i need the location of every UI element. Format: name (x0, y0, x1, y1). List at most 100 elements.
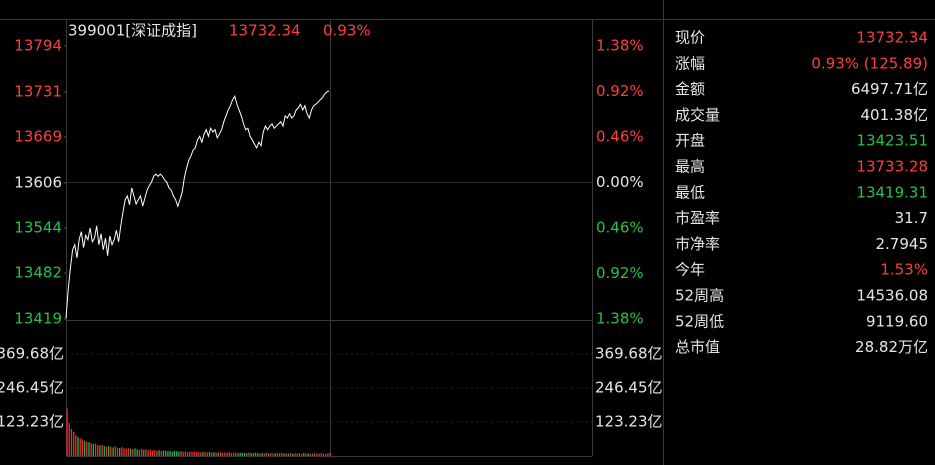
volume-bar (325, 453, 327, 456)
y2-tick-label: 0.46% (596, 219, 644, 237)
volume-bar (132, 449, 134, 456)
volume-bar (114, 446, 116, 456)
y-tick-label-right: 369.68亿 (595, 345, 663, 363)
y-tick-label: 13544 (14, 219, 62, 237)
volume-bar (202, 451, 204, 456)
y-tick-label: 13419 (14, 310, 62, 328)
quote-label: 市净率 (675, 235, 720, 253)
volume-bar (178, 451, 180, 456)
volume-bar (307, 453, 309, 456)
volume-bar (189, 451, 191, 456)
volume-bar (298, 453, 301, 456)
volume-bar (243, 452, 246, 456)
volume-bar (213, 452, 215, 456)
price-line (65, 90, 330, 319)
volume-bar (173, 450, 176, 456)
volume-bar (127, 447, 130, 456)
y2-tick-label: 0.00% (596, 173, 644, 191)
volume-bar (97, 444, 99, 456)
volume-bar (208, 451, 211, 456)
volume-bar (327, 453, 329, 456)
volume-bar (239, 452, 241, 456)
volume-bar (79, 438, 81, 456)
volume-bar (215, 452, 217, 456)
volume-bar (182, 451, 184, 456)
volume-bar (219, 452, 222, 456)
y-tick-label: 123.23亿 (0, 412, 64, 430)
volume-bar (195, 452, 198, 456)
volume-bar (121, 447, 123, 456)
volume-bar (105, 446, 108, 456)
volume-bar (165, 450, 167, 456)
volume-bar (235, 452, 237, 456)
quote-value: 2.7945 (876, 235, 929, 253)
volume-bar (232, 452, 235, 456)
volume-bar (241, 452, 244, 456)
volume-bar (274, 453, 276, 456)
volume-bar (83, 440, 86, 456)
volume-bar (175, 451, 178, 456)
volume-bar (169, 451, 171, 456)
volume-bar (320, 452, 322, 456)
volume-bar (217, 452, 219, 456)
volume-bar (180, 451, 182, 456)
y-tick-label: 369.68亿 (0, 345, 64, 363)
volume-bar (136, 449, 138, 456)
volume-bar (261, 452, 263, 456)
volume-bar (270, 452, 272, 456)
quote-value: 1.53% (880, 261, 928, 279)
volume-bar (285, 453, 287, 456)
volume-bar (211, 452, 213, 456)
quote-value: 401.38亿 (861, 106, 929, 124)
volume-bar (70, 428, 73, 456)
volume-bar (94, 443, 97, 456)
y-tick-label-right: 246.45亿 (595, 379, 663, 397)
quote-label: 最高 (675, 158, 705, 176)
quote-label: 总市值 (675, 338, 720, 356)
quote-label: 开盘 (675, 132, 705, 150)
volume-bar (309, 453, 311, 456)
y-tick-label: 13669 (14, 128, 62, 146)
volume-bar (156, 450, 158, 456)
volume-bar (186, 452, 189, 456)
volume-bar (222, 452, 224, 456)
volume-bar (283, 453, 285, 456)
quote-value: 13419.31 (856, 183, 928, 201)
volume-bar (197, 451, 200, 456)
volume-bar (123, 448, 125, 456)
quote-label: 52周低 (675, 312, 724, 330)
volume-bar (108, 445, 110, 456)
volume-bar (228, 452, 230, 456)
volume-bar (204, 452, 206, 456)
volume-bar (81, 439, 84, 456)
volume-bar (138, 449, 141, 456)
volume-bar (224, 452, 226, 456)
volume-bar (316, 453, 318, 456)
volume-bar (300, 453, 303, 456)
y2-tick-label: 0.92% (596, 264, 644, 282)
volume-bar (287, 453, 290, 456)
quote-label: 市盈率 (675, 209, 720, 227)
volume-bar (151, 450, 154, 456)
volume-bar (149, 449, 151, 456)
volume-bar (72, 431, 75, 456)
volume-bar (145, 449, 147, 456)
volume-bar (230, 452, 233, 456)
header-price: 13732.34 (229, 22, 301, 40)
y2-tick-label: 0.46% (596, 128, 644, 146)
volume-bar (305, 453, 307, 456)
volume-bar (268, 453, 270, 456)
quote-value: 14536.08 (856, 287, 928, 305)
volume-bar (292, 453, 294, 456)
volume-bar (329, 452, 331, 456)
volume-bar (101, 444, 103, 456)
y-tick-label: 13794 (14, 37, 62, 55)
volume-bar (162, 450, 165, 456)
volume-bar (252, 453, 255, 456)
volume-bar (184, 451, 187, 456)
volume-bar (160, 451, 162, 456)
volume-bar (311, 453, 314, 456)
volume-bar (119, 447, 121, 456)
volume-bar (272, 453, 274, 456)
quote-value: 31.7 (895, 209, 928, 227)
